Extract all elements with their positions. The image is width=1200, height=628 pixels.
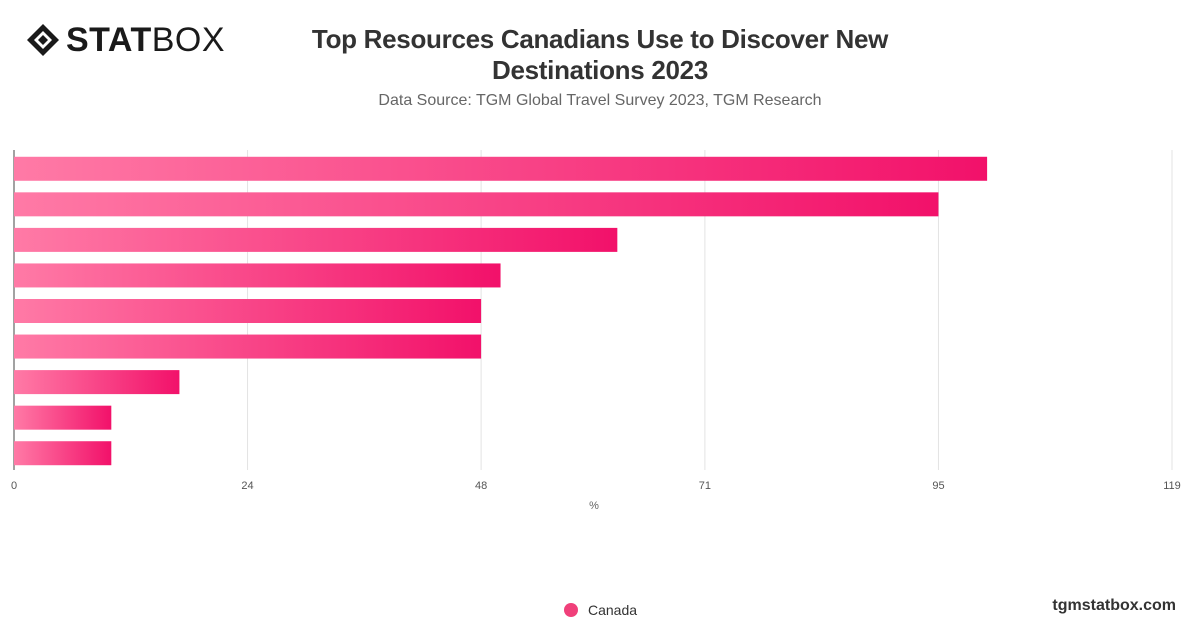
bar[interactable] [14, 192, 939, 217]
footer-site: tgmstatbox.com [1052, 597, 1176, 614]
statbox-logo: STATBOX [26, 22, 225, 58]
legend-marker-icon [564, 603, 578, 617]
chart-subtitle: Data Source: TGM Global Travel Survey 20… [378, 92, 822, 109]
bar[interactable] [14, 441, 112, 466]
chart-title: Top Resources Canadians Use to Discover … [311, 24, 889, 85]
bar[interactable] [14, 227, 618, 252]
bar[interactable] [14, 299, 482, 323]
bar[interactable] [14, 156, 988, 181]
bar[interactable] [14, 405, 112, 430]
x-tick-label: 48 [475, 480, 487, 492]
bar[interactable] [14, 263, 501, 288]
x-tick-label: 0 [11, 480, 17, 492]
bar[interactable] [14, 334, 482, 359]
x-tick-label: 95 [932, 480, 944, 492]
x-tick-label: 24 [241, 480, 253, 492]
legend[interactable]: Canada [564, 602, 637, 618]
bar[interactable] [14, 370, 180, 395]
x-axis-label: % [589, 500, 599, 512]
logo-text: STATBOX [66, 21, 226, 59]
x-tick-label: 71 [699, 480, 711, 492]
diamond-logo-icon [27, 24, 59, 56]
x-tick-label: 119 [1163, 480, 1181, 492]
legend-label: Canada [588, 602, 638, 618]
